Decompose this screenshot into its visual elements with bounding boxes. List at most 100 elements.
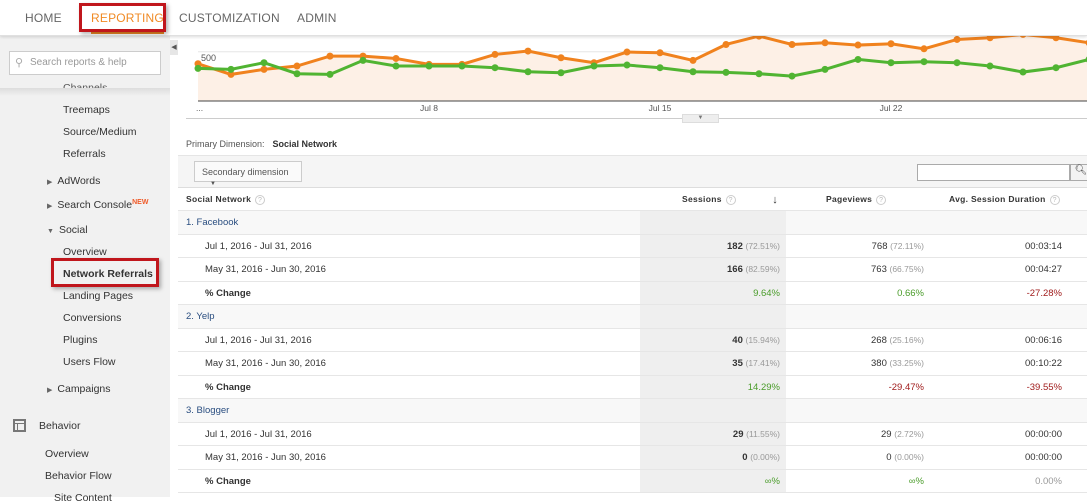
data-point: [954, 36, 961, 43]
sidebar-item-search-console[interactable]: ▶Search ConsoleNEW: [47, 199, 148, 211]
sidebar-item-social[interactable]: ▼ Social: [47, 224, 88, 236]
date-range-label: Jul 1, 2016 - Jul 31, 2016: [178, 423, 640, 446]
duration-cell: 00:06:16: [930, 329, 1087, 352]
duration-cell: 00:10:22: [930, 352, 1087, 375]
caret-down-icon: ▼: [47, 228, 54, 235]
date-range-label: May 31, 2016 - Jun 30, 2016: [178, 446, 640, 469]
sidebar-item-behavior-flow[interactable]: Behavior Flow: [45, 470, 112, 482]
data-point: [855, 42, 862, 49]
data-point: [690, 68, 697, 75]
sessions-change: 14.29%: [640, 376, 786, 399]
sidebar-item-conversions[interactable]: Conversions: [63, 312, 121, 324]
caret-right-icon: ▶: [47, 387, 52, 394]
pageviews-change: ∞%: [786, 470, 930, 493]
label: AdWords: [57, 175, 100, 187]
table-row: May 31, 2016 - Jun 30, 2016 166 (82.59%)…: [178, 258, 1087, 282]
sidebar-item-treemaps[interactable]: Treemaps: [63, 104, 110, 116]
sidebar-item-behavior-overview[interactable]: Overview: [45, 448, 89, 460]
x-tick-label: Jul 8: [420, 103, 438, 113]
table-row: May 31, 2016 - Jun 30, 2016 35 (17.41%) …: [178, 352, 1087, 376]
percent-change-row: % Change ∞% ∞% 0.00%: [178, 470, 1087, 494]
social-network-link[interactable]: 1. Facebook: [178, 211, 640, 234]
data-point: [327, 53, 334, 60]
data-point: [624, 62, 631, 69]
sidebar-item-campaigns[interactable]: ▶Campaigns: [47, 383, 111, 395]
label: Social: [59, 224, 88, 236]
label: Secondary dimension: [202, 167, 289, 177]
secondary-dimension-dropdown[interactable]: Secondary dimension ▼: [194, 161, 302, 182]
pageviews-cell: 268 (25.16%): [786, 329, 930, 352]
divider: [0, 88, 170, 96]
sidebar-item-network-referrals[interactable]: Network Referrals: [63, 268, 153, 280]
data-point: [954, 59, 961, 66]
data-point: [525, 68, 532, 75]
duration-cell: 00:00:00: [930, 423, 1087, 446]
x-tick-label: Jul 15: [649, 103, 672, 113]
search-button[interactable]: 🔍︎: [1070, 164, 1087, 181]
help-icon[interactable]: ?: [1050, 195, 1060, 205]
percent-change-row: % Change 9.64% 0.66% -27.28%: [178, 282, 1087, 306]
data-point: [558, 69, 565, 76]
sidebar-item-plugins[interactable]: Plugins: [63, 334, 97, 346]
data-point: [327, 71, 334, 78]
sidebar-item-behavior[interactable]: Behavior: [39, 420, 80, 432]
data-point: [228, 66, 235, 73]
duration-change: 0.00%: [930, 470, 1087, 493]
table-toolbar: Secondary dimension ▼ 🔍︎ adva: [178, 155, 1087, 187]
top-navigation: HOME REPORTING CUSTOMIZATION ADMIN: [0, 0, 1087, 36]
column-header-social-network[interactable]: Social Network?: [178, 188, 640, 210]
data-point: [426, 63, 433, 70]
nav-customization[interactable]: CUSTOMIZATION: [179, 11, 280, 25]
data-point: [393, 55, 400, 62]
sidebar-item-referrals[interactable]: Referrals: [63, 148, 106, 160]
date-range-label: May 31, 2016 - Jun 30, 2016: [178, 352, 640, 375]
sidebar-item-site-content[interactable]: Site Content: [54, 492, 112, 504]
duration-change: -39.55%: [930, 376, 1087, 399]
column-header-pageviews[interactable]: Pageviews?: [786, 188, 930, 210]
sidebar-item-overview[interactable]: Overview: [63, 246, 107, 258]
table-filter-input[interactable]: [917, 164, 1070, 181]
data-point: [822, 66, 829, 73]
data-point: [393, 63, 400, 70]
data-point: [987, 63, 994, 70]
social-network-link[interactable]: 2. Yelp: [178, 305, 640, 328]
help-icon[interactable]: ?: [255, 195, 265, 205]
data-point: [492, 64, 499, 71]
new-badge: NEW: [132, 199, 148, 206]
nav-admin[interactable]: ADMIN: [297, 11, 337, 25]
data-table: Social Network? Sessions?↓ Pageviews? Av…: [178, 187, 1087, 493]
data-point: [294, 63, 301, 70]
data-point: [789, 73, 796, 80]
data-point: [690, 57, 697, 64]
collapse-sidebar-button[interactable]: ◀: [170, 40, 178, 55]
social-network-link[interactable]: 3. Blogger: [178, 399, 640, 422]
data-point: [657, 49, 664, 56]
table-row: Jul 1, 2016 - Jul 31, 2016 40 (15.94%) 2…: [178, 329, 1087, 353]
data-point: [1053, 64, 1060, 71]
help-icon[interactable]: ?: [876, 195, 886, 205]
data-point: [294, 70, 301, 77]
pageviews-change: 0.66%: [786, 282, 930, 305]
sidebar-item-landing-pages[interactable]: Landing Pages: [63, 290, 133, 302]
data-point: [756, 70, 763, 77]
sort-descending-icon[interactable]: ↓: [772, 194, 778, 206]
pageviews-cell: 0 (0.00%): [786, 446, 930, 469]
column-header-avg-session-duration[interactable]: Avg. Session Duration?: [930, 188, 1087, 210]
chart-resize-handle[interactable]: ▼: [682, 114, 719, 123]
data-point: [1020, 69, 1027, 76]
nav-home[interactable]: HOME: [25, 11, 62, 25]
sidebar-item-adwords[interactable]: ▶AdWords: [47, 175, 100, 187]
primary-dimension-label: Primary Dimension:: [186, 139, 265, 149]
data-point: [492, 51, 499, 58]
sidebar-item-source-medium[interactable]: Source/Medium: [63, 126, 137, 138]
data-point: [921, 58, 928, 65]
primary-dimension-value[interactable]: Social Network: [273, 139, 338, 149]
search-icon: ⚲: [15, 56, 23, 69]
help-icon[interactable]: ?: [726, 195, 736, 205]
column-header-sessions[interactable]: Sessions?↓: [640, 188, 786, 210]
search-reports-input[interactable]: ⚲Search reports & help: [9, 51, 161, 75]
sidebar-item-users-flow[interactable]: Users Flow: [63, 356, 116, 368]
nav-reporting[interactable]: REPORTING: [91, 11, 164, 34]
sessions-cell: 35 (17.41%): [640, 352, 786, 375]
data-point: [591, 63, 598, 70]
